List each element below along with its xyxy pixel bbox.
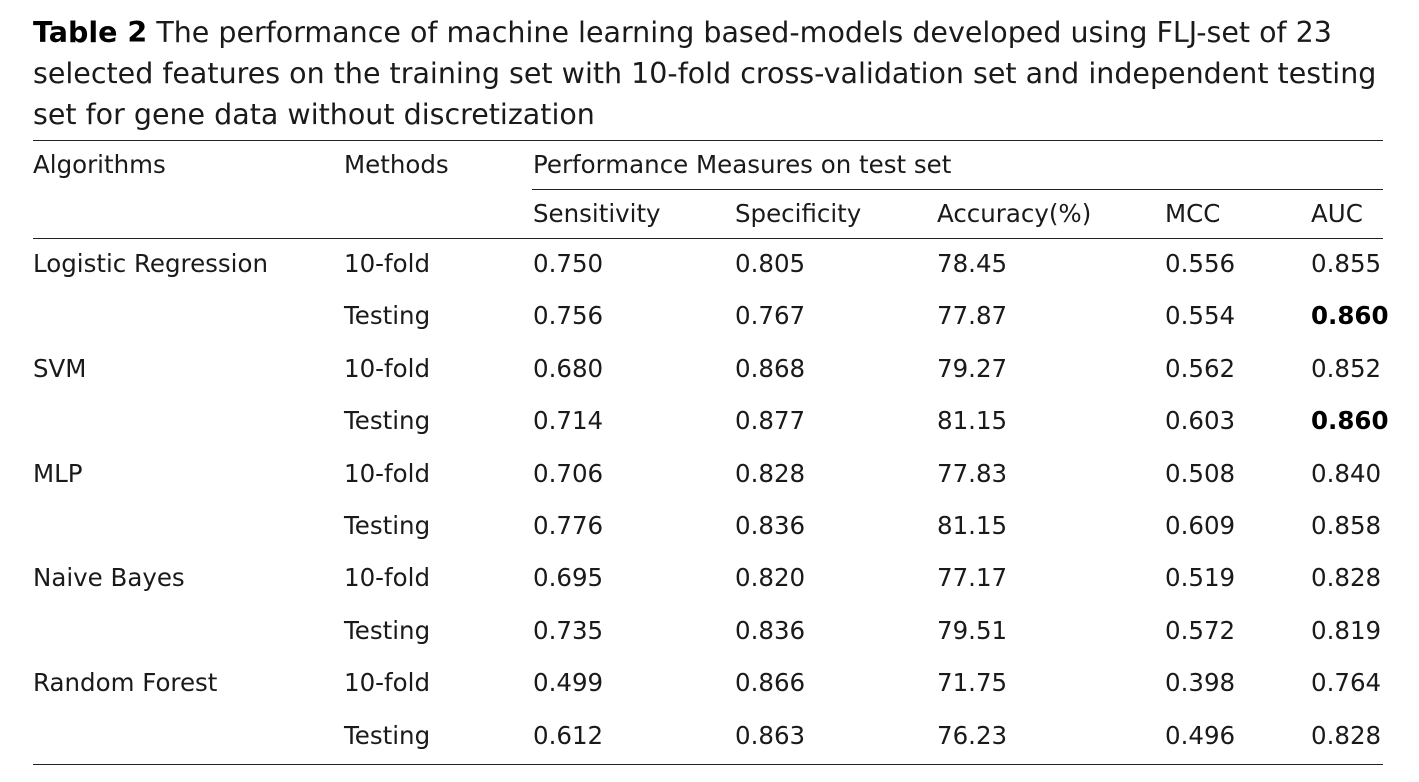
cell-accuracy: 78.45 bbox=[937, 249, 1008, 278]
cell-algorithm: Random Forest bbox=[33, 668, 218, 697]
cell-mcc: 0.554 bbox=[1165, 301, 1236, 330]
cell-algorithm: Logistic Regression bbox=[33, 249, 269, 278]
cell-sensitivity: 0.499 bbox=[533, 668, 604, 697]
cell-specificity: 0.820 bbox=[735, 563, 806, 592]
cell-sensitivity: 0.750 bbox=[533, 249, 604, 278]
header-mcc: MCC bbox=[1165, 199, 1221, 228]
cell-specificity: 0.877 bbox=[735, 406, 806, 435]
cell-method: Testing bbox=[344, 301, 431, 330]
cell-mcc: 0.572 bbox=[1165, 616, 1236, 645]
cell-accuracy: 71.75 bbox=[937, 668, 1008, 697]
caption-text: The performance of machine learning base… bbox=[33, 16, 1377, 131]
cell-mcc: 0.562 bbox=[1165, 354, 1236, 383]
cell-specificity: 0.866 bbox=[735, 668, 806, 697]
cell-specificity: 0.836 bbox=[735, 616, 806, 645]
cell-sensitivity: 0.695 bbox=[533, 563, 604, 592]
cell-sensitivity: 0.714 bbox=[533, 406, 604, 435]
cell-auc: 0.855 bbox=[1311, 249, 1382, 278]
table-top-rule bbox=[33, 140, 1383, 141]
cell-accuracy: 81.15 bbox=[937, 511, 1008, 540]
cell-method: Testing bbox=[344, 616, 431, 645]
cell-specificity: 0.863 bbox=[735, 721, 806, 750]
header-bottom-rule bbox=[33, 238, 1383, 239]
cell-auc: 0.840 bbox=[1311, 459, 1382, 488]
cell-accuracy: 77.87 bbox=[937, 301, 1008, 330]
cell-auc: 0.819 bbox=[1311, 616, 1382, 645]
cell-accuracy: 76.23 bbox=[937, 721, 1008, 750]
cell-method: 10-fold bbox=[344, 459, 430, 488]
cell-mcc: 0.496 bbox=[1165, 721, 1236, 750]
cell-method: 10-fold bbox=[344, 668, 430, 697]
cell-sensitivity: 0.680 bbox=[533, 354, 604, 383]
cell-mcc: 0.556 bbox=[1165, 249, 1236, 278]
cell-accuracy: 81.15 bbox=[937, 406, 1008, 435]
header-auc: AUC bbox=[1311, 199, 1363, 228]
cell-mcc: 0.603 bbox=[1165, 406, 1236, 435]
cell-method: Testing bbox=[344, 406, 431, 435]
cell-specificity: 0.805 bbox=[735, 249, 806, 278]
cell-algorithm: Naive Bayes bbox=[33, 563, 185, 592]
cell-algorithm: SVM bbox=[33, 354, 87, 383]
cell-auc: 0.852 bbox=[1311, 354, 1382, 383]
cell-auc: 0.860 bbox=[1311, 301, 1389, 330]
cell-method: Testing bbox=[344, 511, 431, 540]
group-header-rule bbox=[532, 189, 1383, 190]
header-performance-group: Performance Measures on test set bbox=[533, 150, 952, 179]
header-sensitivity: Sensitivity bbox=[533, 199, 661, 228]
cell-sensitivity: 0.756 bbox=[533, 301, 604, 330]
cell-mcc: 0.508 bbox=[1165, 459, 1236, 488]
header-accuracy: Accuracy(%) bbox=[937, 199, 1092, 228]
header-methods: Methods bbox=[344, 150, 449, 179]
caption-label: Table 2 bbox=[33, 16, 148, 49]
cell-method: 10-fold bbox=[344, 354, 430, 383]
cell-mcc: 0.398 bbox=[1165, 668, 1236, 697]
table-caption: Table 2 The performance of machine learn… bbox=[33, 12, 1383, 135]
cell-sensitivity: 0.776 bbox=[533, 511, 604, 540]
cell-accuracy: 77.17 bbox=[937, 563, 1008, 592]
cell-algorithm: MLP bbox=[33, 459, 83, 488]
cell-sensitivity: 0.612 bbox=[533, 721, 604, 750]
cell-auc: 0.828 bbox=[1311, 563, 1382, 592]
cell-method: 10-fold bbox=[344, 249, 430, 278]
cell-auc: 0.828 bbox=[1311, 721, 1382, 750]
table-bottom-rule bbox=[33, 764, 1383, 765]
cell-auc: 0.764 bbox=[1311, 668, 1382, 697]
cell-accuracy: 79.51 bbox=[937, 616, 1008, 645]
cell-specificity: 0.767 bbox=[735, 301, 806, 330]
cell-method: Testing bbox=[344, 721, 431, 750]
cell-sensitivity: 0.706 bbox=[533, 459, 604, 488]
cell-mcc: 0.519 bbox=[1165, 563, 1236, 592]
cell-mcc: 0.609 bbox=[1165, 511, 1236, 540]
cell-method: 10-fold bbox=[344, 563, 430, 592]
cell-specificity: 0.868 bbox=[735, 354, 806, 383]
cell-sensitivity: 0.735 bbox=[533, 616, 604, 645]
cell-accuracy: 77.83 bbox=[937, 459, 1008, 488]
cell-specificity: 0.828 bbox=[735, 459, 806, 488]
cell-auc: 0.858 bbox=[1311, 511, 1382, 540]
header-algorithms: Algorithms bbox=[33, 150, 166, 179]
header-specificity: Specificity bbox=[735, 199, 862, 228]
cell-specificity: 0.836 bbox=[735, 511, 806, 540]
cell-accuracy: 79.27 bbox=[937, 354, 1008, 383]
cell-auc: 0.860 bbox=[1311, 406, 1389, 435]
